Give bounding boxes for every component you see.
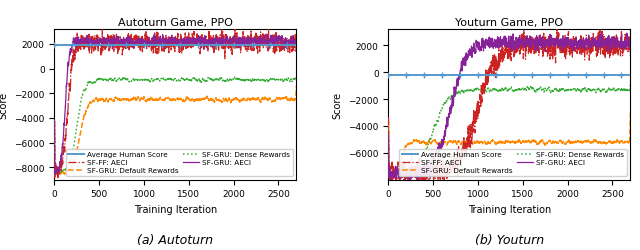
SF-GRU: AECI: (703, 2.55e+03): AECI: (703, 2.55e+03) — [113, 36, 121, 40]
Title: Autoturn Game, PPO: Autoturn Game, PPO — [118, 18, 233, 28]
SF-FF: AECI: (1.86e+03, 3.3e+03): AECI: (1.86e+03, 3.3e+03) — [218, 27, 225, 30]
SF-FF: AECI: (2.7e+03, 1.17e+03): AECI: (2.7e+03, 1.17e+03) — [627, 56, 634, 59]
SF-FF: AECI: (1, -3.34e+03): AECI: (1, -3.34e+03) — [385, 116, 392, 119]
SF-GRU: Dense Rewards: (1, -4.26e+03): Dense Rewards: (1, -4.26e+03) — [51, 120, 58, 123]
Legend: Average Human Score, SF-FF: AECI, SF-GRU: Default Rewards, SF-GRU: Dense Rewards: Average Human Score, SF-FF: AECI, SF-GRU… — [65, 149, 293, 176]
SF-GRU: Default Rewards: (2.7e+03, -2.83e+03): Default Rewards: (2.7e+03, -2.83e+03) — [627, 109, 634, 112]
SF-GRU: Default Rewards: (1.42e+03, -2.63e+03): Default Rewards: (1.42e+03, -2.63e+03) — [178, 100, 186, 103]
Y-axis label: Score: Score — [333, 92, 342, 118]
Average Human Score — [385, 74, 392, 77]
SF-GRU: Dense Rewards: (63, -8.42e+03): Dense Rewards: (63, -8.42e+03) — [56, 171, 64, 174]
Average Human Score — [51, 44, 58, 48]
SF-GRU: Dense Rewards: (1, -3.82e+03): Dense Rewards: (1, -3.82e+03) — [385, 122, 392, 126]
SF-GRU: Dense Rewards: (10, -8.49e+03): Dense Rewards: (10, -8.49e+03) — [51, 172, 59, 175]
SF-FF: AECI: (984, 1.62e+03): AECI: (984, 1.62e+03) — [139, 48, 147, 51]
SF-GRU: Default Rewards: (1, -3.64e+03): Default Rewards: (1, -3.64e+03) — [385, 120, 392, 123]
SF-FF: AECI: (1.42e+03, 1.48e+03): AECI: (1.42e+03, 1.48e+03) — [512, 52, 520, 54]
Line: SF-FF: AECI: SF-FF: AECI — [54, 29, 296, 178]
SF-GRU: Dense Rewards: (63, -7.38e+03): Dense Rewards: (63, -7.38e+03) — [390, 170, 398, 173]
SF-GRU: Default Rewards: (152, -6.42e+03): Default Rewards: (152, -6.42e+03) — [398, 158, 406, 160]
SF-GRU: AECI: (984, 2.14e+03): AECI: (984, 2.14e+03) — [473, 43, 481, 46]
SF-GRU: Dense Rewards: (703, -895): Dense Rewards: (703, -895) — [113, 79, 121, 82]
SF-FF: AECI: (1.42e+03, 1.64e+03): AECI: (1.42e+03, 1.64e+03) — [178, 48, 186, 51]
X-axis label: Training Iteration: Training Iteration — [468, 204, 551, 214]
SF-GRU: Dense Rewards: (703, -1.82e+03): Dense Rewards: (703, -1.82e+03) — [447, 96, 455, 99]
SF-GRU: Default Rewards: (984, -2.5e+03): Default Rewards: (984, -2.5e+03) — [139, 98, 147, 102]
Line: SF-FF: AECI: SF-FF: AECI — [388, 30, 630, 188]
SF-GRU: Default Rewards: (25, -7.51e+03): Default Rewards: (25, -7.51e+03) — [387, 172, 394, 175]
Line: SF-GRU: Dense Rewards: SF-GRU: Dense Rewards — [54, 76, 296, 174]
SF-GRU: Dense Rewards: (984, -1.29e+03): Dense Rewards: (984, -1.29e+03) — [473, 88, 481, 92]
SF-FF: AECI: (151, -7.75e+03): AECI: (151, -7.75e+03) — [398, 175, 406, 178]
Line: SF-GRU: Default Rewards: SF-GRU: Default Rewards — [388, 111, 630, 174]
SF-FF: AECI: (62, -7.33e+03): AECI: (62, -7.33e+03) — [390, 170, 398, 172]
Title: Youturn Game, PPO: Youturn Game, PPO — [455, 18, 563, 28]
SF-GRU: AECI: (8, -8.57e+03): AECI: (8, -8.57e+03) — [51, 173, 59, 176]
SF-GRU: Dense Rewards: (152, -7.48e+03): Dense Rewards: (152, -7.48e+03) — [398, 172, 406, 174]
Text: (b) Youturn: (b) Youturn — [475, 233, 544, 246]
SF-FF: AECI: (1.88e+03, 3.19e+03): AECI: (1.88e+03, 3.19e+03) — [553, 29, 561, 32]
SF-GRU: Dense Rewards: (1.42e+03, -1.33e+03): Dense Rewards: (1.42e+03, -1.33e+03) — [512, 89, 520, 92]
Y-axis label: Score: Score — [0, 92, 8, 118]
Legend: Average Human Score, SF-FF: AECI, SF-GRU: Default Rewards, SF-GRU: Dense Rewards: Average Human Score, SF-FF: AECI, SF-GRU… — [399, 149, 627, 176]
SF-GRU: Dense Rewards: (1.42e+03, -781): Dense Rewards: (1.42e+03, -781) — [178, 78, 186, 80]
Line: SF-GRU: AECI: SF-GRU: AECI — [54, 35, 296, 175]
SF-FF: AECI: (63, -7.81e+03): AECI: (63, -7.81e+03) — [56, 164, 64, 167]
SF-FF: AECI: (1, -4.31e+03): AECI: (1, -4.31e+03) — [51, 121, 58, 124]
SF-GRU: AECI: (1.82e+03, 2.61e+03): AECI: (1.82e+03, 2.61e+03) — [548, 36, 556, 40]
SF-GRU: AECI: (1.82e+03, 2.42e+03): AECI: (1.82e+03, 2.42e+03) — [214, 38, 221, 41]
SF-GRU: AECI: (62, -7.35e+03): AECI: (62, -7.35e+03) — [390, 170, 398, 173]
SF-GRU: AECI: (2.66e+03, 2.9e+03): AECI: (2.66e+03, 2.9e+03) — [623, 32, 631, 35]
SF-GRU: AECI: (1.21e+03, 2.77e+03): AECI: (1.21e+03, 2.77e+03) — [159, 34, 166, 37]
SF-GRU: Default Rewards: (984, -5.17e+03): Default Rewards: (984, -5.17e+03) — [473, 141, 481, 144]
Text: (a) Autoturn: (a) Autoturn — [138, 233, 213, 246]
SF-GRU: Default Rewards: (63, -8.44e+03): Default Rewards: (63, -8.44e+03) — [56, 172, 64, 174]
SF-GRU: AECI: (703, -2.56e+03): AECI: (703, -2.56e+03) — [447, 106, 455, 108]
SF-GRU: Default Rewards: (1.82e+03, -2.53e+03): Default Rewards: (1.82e+03, -2.53e+03) — [214, 99, 221, 102]
SF-FF: AECI: (152, -3.26e+03): AECI: (152, -3.26e+03) — [64, 108, 72, 111]
SF-GRU: AECI: (1.42e+03, 1.87e+03): AECI: (1.42e+03, 1.87e+03) — [512, 46, 520, 49]
SF-GRU: AECI: (1.42e+03, 2.13e+03): AECI: (1.42e+03, 2.13e+03) — [178, 42, 186, 45]
Average Human Score — [385, 74, 392, 77]
SF-FF: AECI: (703, 2.09e+03): AECI: (703, 2.09e+03) — [113, 42, 121, 45]
SF-GRU: Default Rewards: (1.82e+03, -5.29e+03): Default Rewards: (1.82e+03, -5.29e+03) — [548, 142, 556, 145]
SF-FF: AECI: (1.82e+03, 2.51e+03): AECI: (1.82e+03, 2.51e+03) — [548, 38, 556, 41]
Average Human Score — [51, 44, 58, 48]
SF-GRU: AECI: (2.7e+03, 1.65e+03): AECI: (2.7e+03, 1.65e+03) — [292, 48, 300, 50]
SF-FF: AECI: (1.82e+03, 2.13e+03): AECI: (1.82e+03, 2.13e+03) — [214, 42, 221, 45]
SF-GRU: AECI: (152, 335): AECI: (152, 335) — [64, 64, 72, 67]
SF-GRU: Dense Rewards: (984, -908): Dense Rewards: (984, -908) — [139, 79, 147, 82]
SF-FF: AECI: (703, -6.81e+03): AECI: (703, -6.81e+03) — [447, 162, 455, 166]
SF-GRU: Dense Rewards: (2.7e+03, -504): Dense Rewards: (2.7e+03, -504) — [292, 74, 300, 77]
SF-GRU: AECI: (63, -7.63e+03): AECI: (63, -7.63e+03) — [56, 162, 64, 164]
SF-GRU: AECI: (1, -4.17e+03): AECI: (1, -4.17e+03) — [51, 119, 58, 122]
SF-GRU: Default Rewards: (2.7e+03, -1.38e+03): Default Rewards: (2.7e+03, -1.38e+03) — [292, 85, 300, 88]
SF-GRU: Dense Rewards: (1.82e+03, -1.45e+03): Dense Rewards: (1.82e+03, -1.45e+03) — [548, 91, 556, 94]
SF-GRU: Default Rewards: (703, -5.2e+03): Default Rewards: (703, -5.2e+03) — [447, 141, 455, 144]
SF-GRU: Default Rewards: (703, -2.52e+03): Default Rewards: (703, -2.52e+03) — [113, 99, 121, 102]
SF-FF: AECI: (2.7e+03, 1.89e+03): AECI: (2.7e+03, 1.89e+03) — [292, 44, 300, 48]
SF-GRU: AECI: (984, 2.26e+03): AECI: (984, 2.26e+03) — [139, 40, 147, 43]
SF-GRU: Dense Rewards: (20, -7.67e+03): Dense Rewards: (20, -7.67e+03) — [387, 174, 394, 177]
SF-GRU: Default Rewards: (63, -7.47e+03): Default Rewards: (63, -7.47e+03) — [390, 171, 398, 174]
SF-GRU: AECI: (2.7e+03, 1.44e+03): AECI: (2.7e+03, 1.44e+03) — [627, 52, 634, 55]
SF-GRU: AECI: (1, -4.6e+03): AECI: (1, -4.6e+03) — [385, 133, 392, 136]
SF-GRU: Default Rewards: (1.42e+03, -5.27e+03): Default Rewards: (1.42e+03, -5.27e+03) — [512, 142, 520, 145]
Line: SF-GRU: Default Rewards: SF-GRU: Default Rewards — [54, 86, 296, 175]
Line: SF-GRU: AECI: SF-GRU: AECI — [388, 34, 630, 182]
SF-GRU: AECI: (151, -7.43e+03): AECI: (151, -7.43e+03) — [398, 171, 406, 174]
SF-GRU: Default Rewards: (41, -8.59e+03): Default Rewards: (41, -8.59e+03) — [54, 174, 62, 176]
SF-GRU: Dense Rewards: (152, -7.79e+03): Dense Rewards: (152, -7.79e+03) — [64, 164, 72, 166]
SF-FF: AECI: (984, -2.59e+03): AECI: (984, -2.59e+03) — [473, 106, 481, 109]
SF-GRU: Default Rewards: (1, -4.28e+03): Default Rewards: (1, -4.28e+03) — [51, 120, 58, 124]
Line: SF-GRU: Dense Rewards: SF-GRU: Dense Rewards — [388, 84, 630, 176]
SF-FF: AECI: (39, -8.83e+03): AECI: (39, -8.83e+03) — [54, 176, 61, 179]
X-axis label: Training Iteration: Training Iteration — [134, 204, 217, 214]
SF-GRU: Dense Rewards: (1.82e+03, -882): Dense Rewards: (1.82e+03, -882) — [214, 79, 221, 82]
SF-GRU: Dense Rewards: (2.7e+03, -872): Dense Rewards: (2.7e+03, -872) — [627, 83, 634, 86]
SF-GRU: AECI: (222, -8.18e+03): AECI: (222, -8.18e+03) — [404, 181, 412, 184]
SF-FF: AECI: (377, -8.59e+03): AECI: (377, -8.59e+03) — [419, 186, 426, 190]
SF-GRU: Default Rewards: (152, -8.31e+03): Default Rewards: (152, -8.31e+03) — [64, 170, 72, 173]
